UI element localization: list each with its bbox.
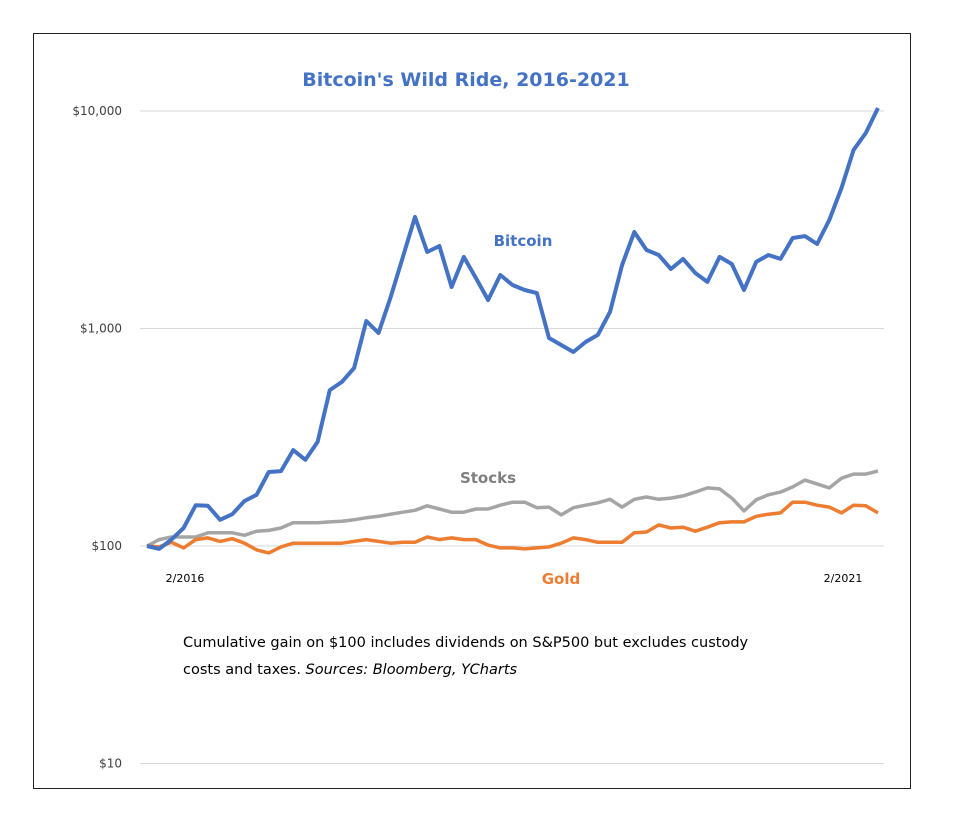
- footnote-text: costs and taxes.: [183, 662, 306, 678]
- series-line-stocks: [146, 469, 879, 548]
- x-tick-label: 2/2021: [824, 572, 863, 585]
- footnote-line-1: Cumulative gain on $100 includes dividen…: [183, 635, 749, 651]
- footnote-line-2: costs and taxes. Sources: Bloomberg, YCh…: [183, 657, 883, 684]
- y-tick-label: $1,000: [80, 322, 122, 336]
- chart-title: Bitcoin's Wild Ride, 2016-2021: [302, 69, 629, 91]
- y-tick-label: $10,000: [72, 104, 122, 118]
- series-line-bitcoin: [146, 107, 880, 551]
- x-tick-label: 2/2016: [166, 572, 205, 585]
- series-line-gold: [146, 500, 879, 555]
- y-tick-label: $100: [91, 539, 122, 553]
- series-label-gold: Gold: [542, 570, 581, 588]
- footnote: Cumulative gain on $100 includes dividen…: [183, 630, 883, 684]
- chart-frame: [33, 33, 911, 789]
- series-label-bitcoin: Bitcoin: [494, 232, 553, 250]
- y-tick-label: $10: [99, 757, 122, 771]
- footnote-sources: Sources: Bloomberg, YCharts: [305, 662, 518, 678]
- series-label-stocks: Stocks: [460, 469, 516, 487]
